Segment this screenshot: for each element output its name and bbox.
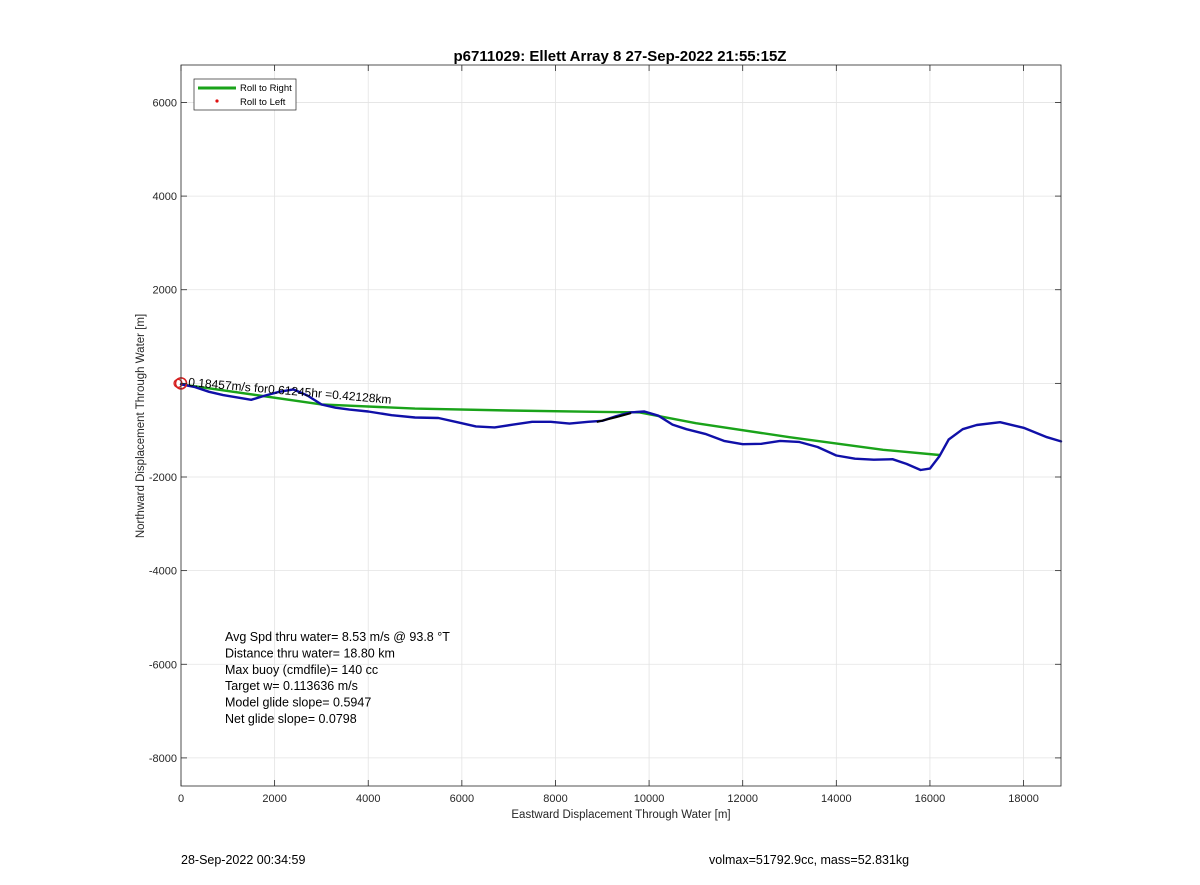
legend-box — [193, 78, 297, 111]
x-axis-label: Eastward Displacement Through Water [m] — [511, 809, 730, 821]
x-tick-label: 14000 — [821, 793, 852, 805]
legend-label-roll-right: Roll to Right — [240, 83, 292, 94]
y-tick-label: 4000 — [153, 191, 177, 203]
tick-marks: 0 2000 4000 6000 8000 10000 12000 14000 16000 180… — [149, 65, 1061, 805]
y-tick-label: 2000 — [153, 285, 177, 297]
footer-volume-mass: volmax=51792.9cc, mass=52.831kg — [709, 853, 910, 867]
x-tick-label: 8000 — [543, 793, 567, 805]
chart-title: p6711029: Ellett Array 8 27-Sep-2022 21:… — [454, 48, 787, 65]
stat-line: Model glide slope= 0.5947 — [225, 696, 371, 710]
y-tick-label: 6000 — [153, 97, 177, 109]
y-tick-label: -2000 — [149, 472, 177, 484]
x-tick-label: 4000 — [356, 793, 380, 805]
series-segment-line — [596, 412, 632, 423]
grid-lines — [180, 65, 1061, 786]
x-tick-label: 12000 — [727, 793, 758, 805]
legend-swatch-roll-left — [215, 99, 219, 103]
x-tick-label: 18000 — [1008, 793, 1039, 805]
x-tick-label: 10000 — [634, 793, 665, 805]
footer-timestamp: 28-Sep-2022 00:34:59 — [181, 853, 306, 867]
y-tick-label: -8000 — [149, 753, 177, 765]
y-tick-label: -4000 — [149, 566, 177, 578]
stat-line: Target w= 0.113636 m/s — [225, 679, 358, 693]
stats-block: Avg Spd thru water= 8.53 m/s @ 93.8 °T Di… — [225, 630, 450, 726]
x-tick-label: 16000 — [915, 793, 946, 805]
stat-line: Max buoy (cmdfile)= 140 cc — [225, 663, 378, 677]
x-tick-label: 6000 — [450, 793, 474, 805]
plot-frame — [180, 64, 1062, 787]
y-axis-label: Northward Displacement Through Water [m] — [135, 314, 147, 538]
legend: Roll to Right Roll to Left — [193, 78, 297, 111]
x-tick-label: 0 — [178, 793, 184, 805]
legend-label-roll-left: Roll to Left — [240, 97, 286, 108]
stat-line: Distance thru water= 18.80 km — [225, 646, 395, 660]
x-tick-label: 2000 — [262, 793, 286, 805]
stat-line: Avg Spd thru water= 8.53 m/s @ 93.8 °T — [225, 630, 450, 644]
series-roll-right-line — [179, 383, 941, 457]
y-tick-label: -6000 — [149, 659, 177, 671]
stat-line: Net glide slope= 0.0798 — [225, 712, 357, 726]
plot-area — [181, 65, 1061, 786]
